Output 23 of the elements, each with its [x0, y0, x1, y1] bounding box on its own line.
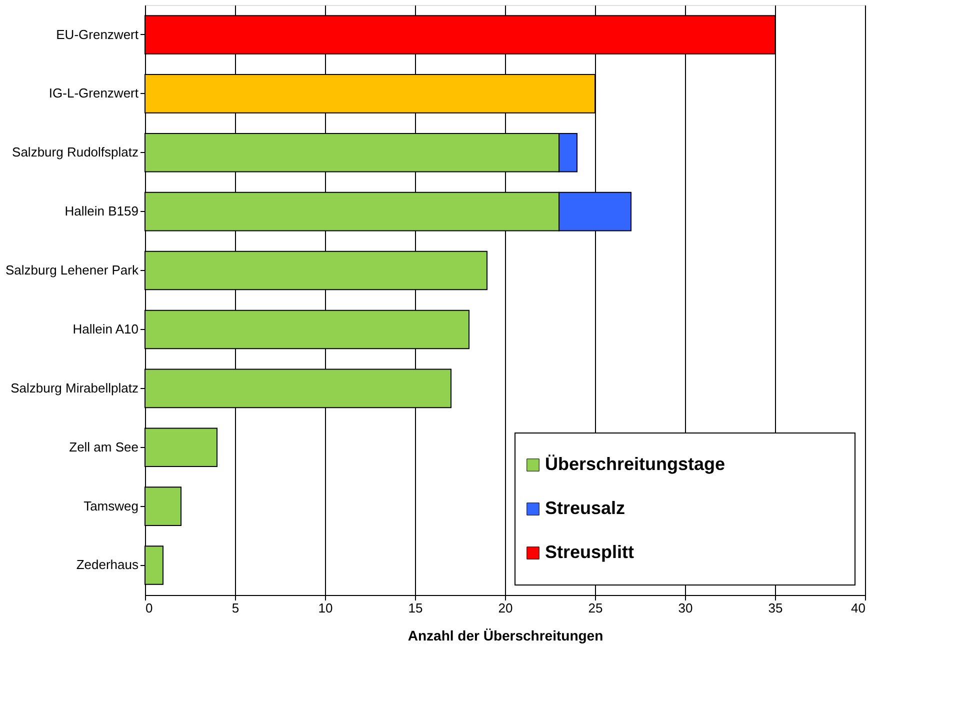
y-tick-label: Salzburg Mirabellplatz	[10, 380, 138, 396]
y-tick-label: Salzburg Rudolfsplatz	[12, 144, 138, 160]
y-tick-label: Salzburg Lehener Park	[6, 262, 139, 278]
legend-label: Überschreitungstage	[545, 454, 726, 474]
legend-label: Streusplitt	[545, 542, 634, 562]
y-tick-label: IG-L-Grenzwert	[48, 86, 139, 101]
x-tick-label: 25	[588, 600, 603, 616]
x-tick-label: 20	[498, 600, 513, 616]
legend-label: Streusalz	[545, 498, 626, 518]
y-tick-label: EU-Grenzwert	[56, 26, 139, 42]
x-axis-title: Anzahl der Überschreitungen	[408, 628, 604, 644]
y-tick-label: Hallein B159	[64, 204, 138, 219]
x-tick-label: 5	[232, 600, 240, 616]
y-tick-label: Zell am See	[69, 439, 138, 454]
x-tick-label: 0	[146, 600, 153, 616]
y-tick-label: Hallein A10	[72, 321, 138, 336]
x-tick-label: 30	[678, 600, 693, 616]
x-tick-label: 15	[408, 600, 423, 616]
y-tick-label: Zederhaus	[76, 557, 139, 572]
x-tick-label: 35	[768, 600, 783, 616]
x-tick-label: 40	[851, 600, 866, 616]
y-tick-label: Tamsweg	[84, 498, 138, 514]
x-tick-label: 10	[318, 600, 333, 616]
